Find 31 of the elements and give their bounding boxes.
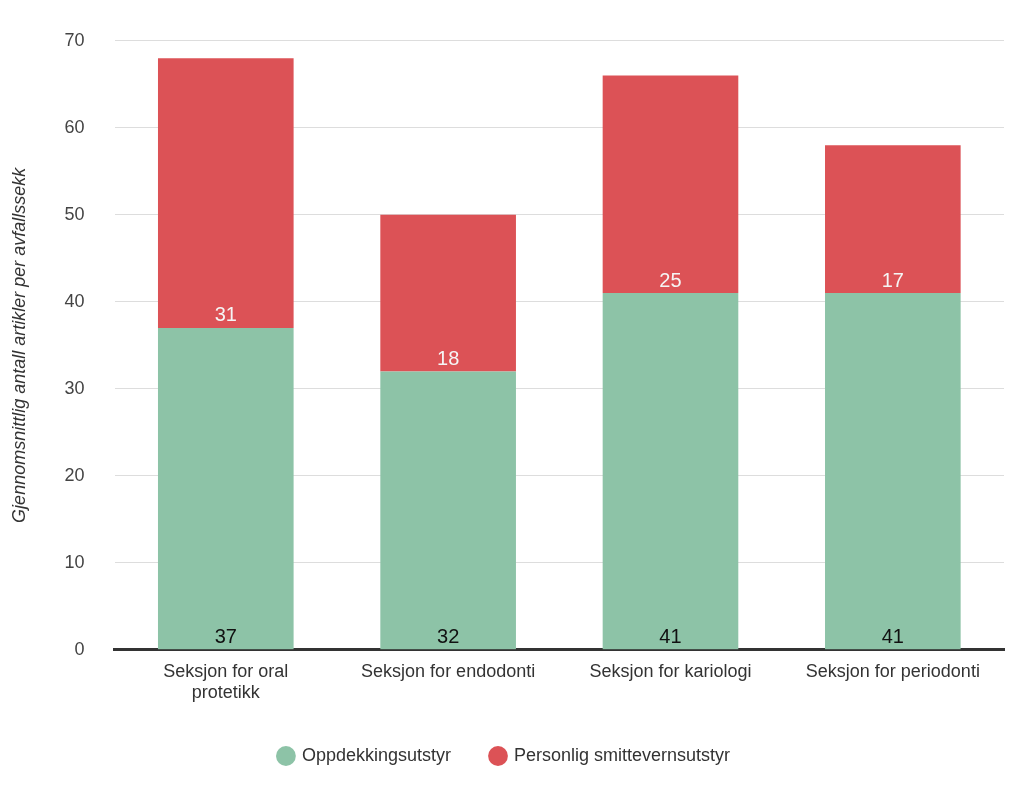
y-axis-title: Gjennomsnittlig antall artikler per avfallssekk [8, 166, 29, 523]
y-tick-label: 30 [64, 377, 85, 398]
data-label: 37 [214, 624, 237, 647]
bar [157, 327, 294, 650]
data-label: 18 [437, 346, 460, 369]
x-tick-label: Seksjon for endodonti [361, 660, 536, 681]
bar [602, 293, 739, 650]
data-label: 41 [659, 624, 682, 647]
data-label: 25 [659, 268, 682, 291]
y-tick-label: 20 [64, 464, 85, 485]
bar [825, 145, 961, 294]
x-tick-label: Seksjon for oral protetikk [163, 660, 289, 703]
y-tick-label: 0 [74, 638, 85, 659]
y-tick-label: 50 [64, 203, 85, 224]
x-tick-label: Seksjon for periodonti [805, 660, 980, 681]
y-tick-label: 70 [64, 29, 85, 50]
bar [380, 371, 516, 650]
legend-label: Oppdekkingsutstyr [301, 744, 452, 765]
bar [602, 75, 739, 294]
bar [380, 214, 516, 372]
y-tick-label: 40 [64, 290, 85, 311]
x-tick-label: Seksjon for kariologi [589, 660, 752, 681]
data-label: 41 [881, 624, 904, 647]
bar [825, 293, 961, 650]
bar [157, 58, 294, 328]
y-tick-label: 60 [64, 116, 85, 137]
data-label: 31 [214, 303, 237, 326]
data-label: 17 [881, 268, 904, 291]
y-tick-label: 10 [64, 551, 85, 572]
legend-label: Personlig smittevernsutstyr [514, 744, 731, 765]
data-label: 32 [437, 624, 460, 647]
